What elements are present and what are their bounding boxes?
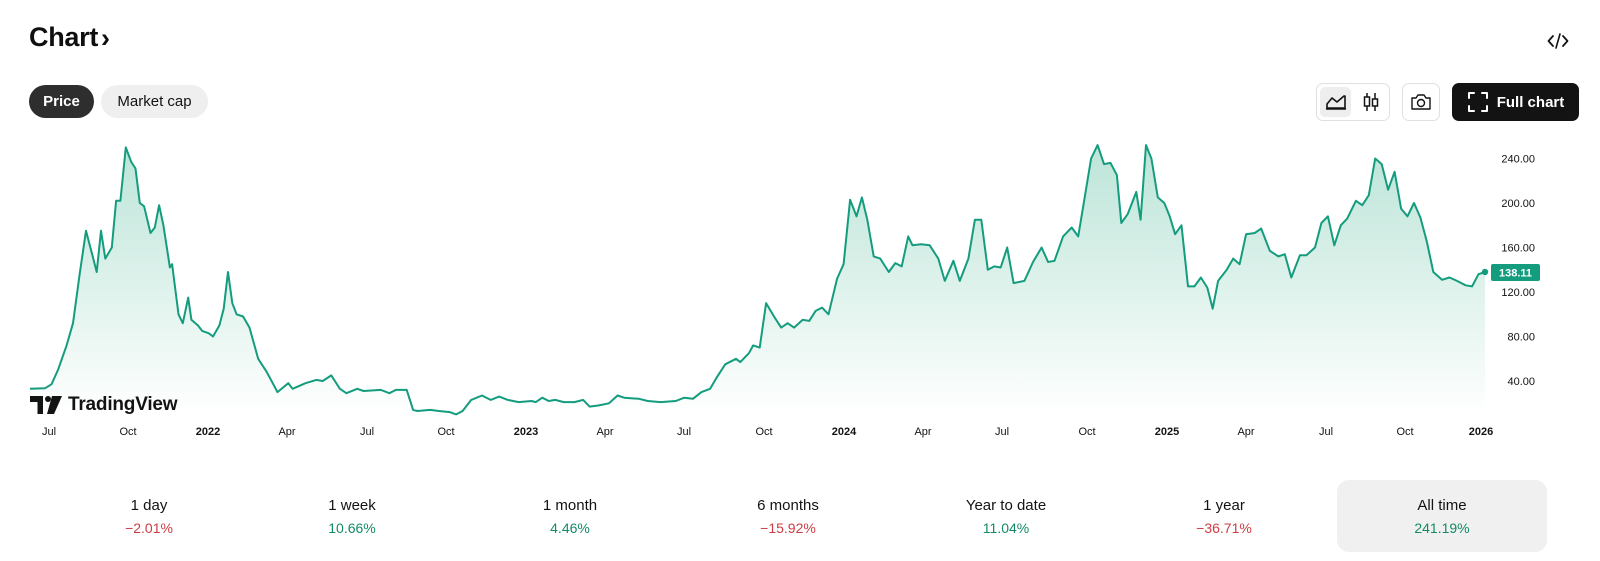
price-line [29, 144, 1486, 416]
price-area-fill [30, 145, 1485, 415]
stat-value: 4.46% [550, 519, 590, 536]
tradingview-logo-icon [30, 396, 62, 414]
y-tick-label: 40.00 [1507, 376, 1535, 388]
x-tick-label: 2024 [832, 426, 857, 438]
stat-1-week[interactable]: 1 week 10.66% [262, 480, 442, 552]
stat-1-day[interactable]: 1 day −2.01% [59, 480, 239, 552]
stat-year-to-date[interactable]: Year to date 11.04% [916, 480, 1096, 552]
candlestick-icon [1363, 93, 1378, 111]
x-tick-label: Jul [995, 426, 1009, 438]
chevron-right-icon: › [101, 23, 111, 53]
stat-label: Year to date [965, 496, 1047, 514]
code-icon [1547, 33, 1569, 49]
performance-stats: 1 day −2.01% 1 week 10.66% 1 month 4.46% 6 mon… [29, 480, 1580, 552]
tradingview-wordmark: TradingView [68, 394, 178, 415]
full-chart-label: Full chart [1496, 93, 1565, 111]
snapshot-button[interactable] [1402, 83, 1440, 121]
chart-style-toggle [1316, 83, 1390, 121]
stat-value: −36.71% [1196, 519, 1252, 536]
x-tick-label: Jul [677, 426, 691, 438]
x-tick-label: Jul [1319, 426, 1333, 438]
x-tick-label: 2026 [1469, 426, 1493, 438]
stat-all-time[interactable]: All time 241.19% [1337, 480, 1547, 552]
x-tick-label: Oct [1078, 426, 1095, 438]
x-tick-label: Apr [278, 426, 295, 438]
stat-value: 11.04% [982, 519, 1030, 536]
camera-icon [1411, 94, 1431, 110]
stat-label: 1 day [130, 496, 168, 514]
chart-heading[interactable]: Chart › [29, 22, 110, 53]
tab-price[interactable]: Price [29, 85, 94, 118]
full-chart-button[interactable]: Full chart [1452, 83, 1579, 121]
x-tick-label: Apr [596, 426, 613, 438]
page-title: Chart [29, 22, 99, 52]
x-tick-label: Jul [360, 426, 374, 438]
last-price-dot [1481, 268, 1489, 276]
x-tick-label: 2023 [514, 426, 538, 438]
x-tick-label: Oct [755, 426, 772, 438]
x-tick-label: Oct [437, 426, 454, 438]
stat-label: 1 month [542, 496, 598, 514]
x-tick-label: Apr [1237, 426, 1254, 438]
stat-1-year[interactable]: 1 year −36.71% [1134, 480, 1314, 552]
stat-1-month[interactable]: 1 month 4.46% [480, 480, 660, 552]
area-chart-button[interactable] [1320, 87, 1351, 117]
x-tick-label: Apr [914, 426, 931, 438]
x-tick-label: 2025 [1155, 426, 1179, 438]
candlestick-button[interactable] [1355, 87, 1386, 117]
x-tick-label: 2022 [196, 426, 220, 438]
stat-value: −15.92% [760, 519, 816, 536]
stat-label: 6 months [757, 496, 819, 514]
stat-label: 1 year [1203, 496, 1245, 514]
stat-6-months[interactable]: 6 months −15.92% [698, 480, 878, 552]
embed-code-button[interactable] [1545, 28, 1571, 54]
last-price-label: 138.11 [1499, 267, 1532, 279]
stat-value: 241.19% [1414, 519, 1470, 536]
y-tick-label: 80.00 [1507, 332, 1535, 344]
area-chart-icon [1325, 95, 1346, 110]
x-tick-label: Oct [119, 426, 136, 438]
y-tick-label: 160.00 [1501, 243, 1535, 255]
y-tick-label: 240.00 [1501, 154, 1535, 166]
price-chart[interactable]: 240.00 200.00 160.00 120.00 80.00 40.00 Jul Oc… [0, 130, 1600, 450]
x-tick-label: Oct [1396, 426, 1413, 438]
tab-market-cap[interactable]: Market cap [101, 85, 208, 118]
y-tick-label: 200.00 [1501, 198, 1535, 210]
x-tick-label: Jul [42, 426, 56, 438]
y-tick-label: 120.00 [1501, 287, 1535, 299]
stat-label: 1 week [328, 496, 376, 514]
stat-label: All time [1417, 496, 1467, 514]
stat-value: −2.01% [125, 519, 173, 536]
tradingview-logo: TradingView [30, 394, 178, 416]
stat-value: 10.66% [328, 519, 376, 536]
last-price-badge [1491, 263, 1540, 281]
fullscreen-icon [1467, 92, 1488, 112]
